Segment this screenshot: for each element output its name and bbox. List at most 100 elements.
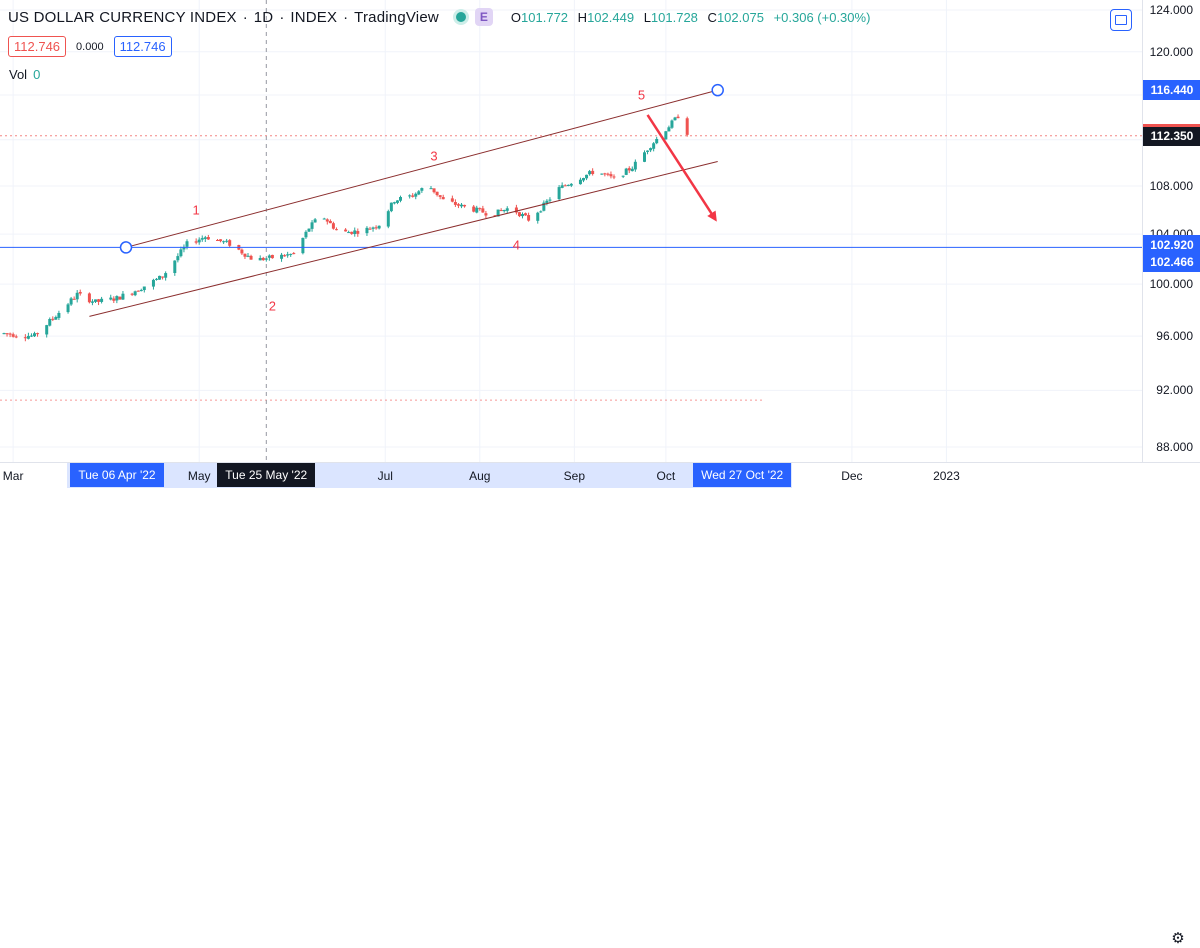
price-label[interactable]: 112.350 [1143,125,1200,146]
market-status-icon[interactable] [452,9,469,25]
candle-body [475,207,479,213]
candle-body [395,200,399,203]
candle [685,116,689,137]
price-tick: 108.000 [1149,179,1193,194]
time-tick: Jul [377,469,393,483]
candle [121,291,125,300]
candle-body [54,317,58,320]
chart-plot-area[interactable] [0,0,1142,462]
price-label[interactable]: 102.920 [1143,235,1200,256]
candle-body [646,150,650,152]
current-price-marker [1143,123,1200,127]
candle-body [264,258,268,260]
candle-body [334,229,338,231]
candle [527,212,531,222]
candle [389,202,393,213]
candle-body [14,336,18,338]
candle [97,298,101,306]
price-tick: 88.000 [1156,440,1193,454]
candle [11,332,15,338]
candle [655,136,659,145]
candle [432,188,436,194]
candle [606,172,610,177]
candle [182,244,186,253]
wave-label[interactable]: 1 [192,202,200,218]
candle-body [655,138,659,144]
candle-body [258,258,262,261]
candle [26,332,30,340]
high-value: 102.449 [587,9,635,25]
wave-label[interactable]: 4 [512,237,521,253]
candle-body [673,117,677,121]
time-tick: Oct [656,469,676,483]
candle [240,248,244,256]
candle [557,185,561,201]
time-label[interactable]: Tue 25 May '22 [217,463,316,487]
wave-label[interactable]: 2 [268,298,277,314]
wave-label[interactable]: 3 [430,148,438,164]
candle [627,166,631,174]
price-axis[interactable]: 124.000120.000116.000112.000108.000104.0… [1142,0,1200,462]
gear-icon[interactable]: ⚙ [1171,930,1185,947]
candle [206,234,210,240]
candle-body [219,239,223,242]
chart-header: US DOLLAR CURRENCY INDEX · 1D · INDEX · … [8,8,870,26]
candle-body [203,237,207,239]
wave-label[interactable]: 5 [637,87,646,103]
candle [563,184,567,187]
candle-body [389,202,393,212]
candle-body [51,318,55,320]
time-label[interactable]: Tue 06 Apr '22 [70,463,164,487]
candle-body [542,202,546,211]
candle [539,210,543,213]
price-label[interactable]: 102.466 [1143,252,1200,273]
candle-body [161,276,165,278]
candle-body [97,299,101,302]
time-axis[interactable]: ⚙ Mar May Jul Aug Sep Oct Dec 2023 Tue 06 Apr '2… [0,462,1200,947]
symbol-name[interactable]: US DOLLAR CURRENCY INDEX [8,8,237,26]
candle [456,203,460,209]
candle [54,315,58,320]
candle [460,202,463,209]
candle-body [155,278,158,280]
candle-body [600,173,604,175]
candle-body [194,241,198,243]
interval[interactable]: 1D [253,8,274,26]
candle [246,252,250,258]
candle-body [496,209,500,217]
channel-lower-line [89,161,718,317]
candle-body [630,168,634,172]
candle [179,246,183,258]
candle-body [185,241,189,247]
candle [66,302,70,314]
candle-body [133,291,137,296]
price-label[interactable]: 116.440 [1143,80,1200,101]
candle [585,174,589,181]
channel-handle-start [119,241,133,254]
price-tick: 124.000 [1149,3,1193,17]
candle-body [414,193,418,197]
sell-button[interactable]: 112.746 [8,36,67,57]
candle [225,238,229,243]
candle-body [173,260,177,274]
fullscreen-icon[interactable] [1110,9,1132,31]
candle [197,237,201,245]
candle [420,187,424,193]
quote-panel: 112.746 0.000 112.746 [8,36,172,57]
candle [667,125,671,132]
candle-body [353,230,357,235]
candle-body [197,239,201,243]
candle-body [536,212,540,221]
candle [591,168,595,176]
candle-body [545,200,549,203]
candle-body [115,296,119,301]
candle [161,276,165,280]
earnings-badge[interactable]: E [474,8,493,26]
candle-body [627,168,631,171]
candle-body [624,168,628,175]
candle-body [139,289,143,292]
buy-button[interactable]: 112.746 [113,36,172,57]
grid-lines [0,0,1142,462]
time-label[interactable]: Wed 27 Oct '22 [693,463,792,487]
candle-body [45,325,49,335]
